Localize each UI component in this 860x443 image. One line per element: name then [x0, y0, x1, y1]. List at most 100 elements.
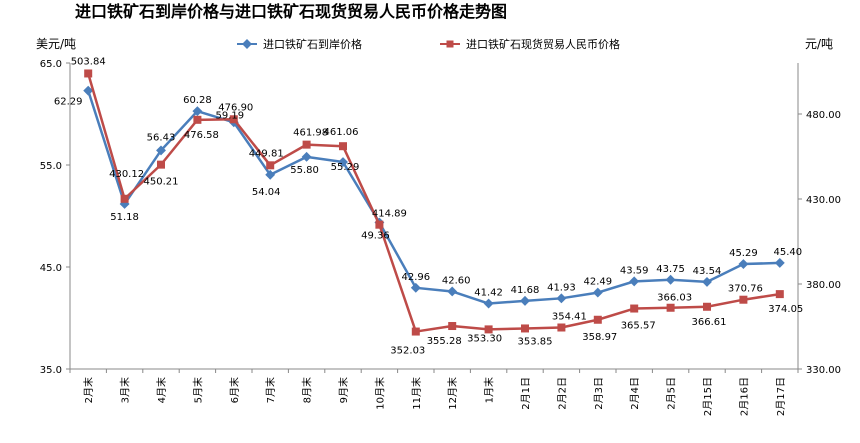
series-layer	[83, 69, 785, 336]
point-0-11	[483, 298, 494, 309]
x-tick-label: 2月3日	[593, 377, 605, 410]
point-0-10	[447, 286, 458, 297]
data-label-0-12: 41.68	[511, 285, 540, 296]
data-label-1-2: 450.21	[144, 177, 179, 188]
x-tick-label: 2月1日	[520, 377, 532, 410]
x-tick-label: 2月4日	[629, 377, 641, 410]
data-label-1-9: 352.03	[390, 346, 425, 357]
left-tick-label: 65.0	[40, 59, 62, 70]
x-tick-label: 12月末	[446, 377, 459, 410]
data-label-1-10: 355.28	[427, 336, 462, 347]
right-tick-label: 330.00	[806, 365, 841, 376]
x-tick-label: 3月末	[119, 377, 132, 403]
legend-label-cif: 进口铁矿石到岸价格	[263, 37, 362, 51]
data-label-0-17: 43.54	[693, 266, 722, 277]
point-0-15	[629, 276, 640, 287]
data-label-1-17: 366.61	[692, 317, 727, 328]
data-label-0-13: 41.93	[547, 282, 576, 293]
point-1-7	[339, 142, 347, 151]
point-1-4	[229, 115, 238, 124]
data-label-0-10: 42.60	[442, 275, 471, 286]
right-axis-unit: 元/吨	[805, 37, 833, 51]
data-label-0-18: 45.29	[729, 248, 758, 259]
point-1-16	[666, 303, 675, 312]
x-tick-label: 2月17日	[775, 377, 787, 416]
x-tick-label: 11月末	[410, 377, 423, 410]
point-0-18	[738, 259, 749, 269]
data-label-0-7: 55.29	[331, 162, 360, 173]
data-label-1-14: 358.97	[582, 332, 617, 343]
data-label-1-11: 353.30	[467, 333, 502, 344]
point-1-11	[484, 325, 493, 334]
point-1-12	[521, 324, 529, 333]
data-label-0-19: 45.40	[773, 247, 802, 258]
data-label-1-15: 365.57	[621, 321, 656, 332]
data-label-1-6: 461.98	[293, 128, 328, 139]
data-label-0-11: 41.42	[474, 288, 503, 299]
x-tick-label: 2月末	[82, 377, 95, 403]
data-label-0-9: 42.96	[401, 272, 430, 283]
data-label-0-0: 62.29	[54, 97, 83, 108]
series-line-1	[86, 73, 780, 333]
data-label-1-4: 476.90	[218, 102, 253, 113]
x-tick-label: 1月末	[483, 377, 496, 403]
point-1-19	[775, 290, 784, 299]
chart-title: 进口铁矿石到岸价格与进口铁矿石现货贸易人民币价格走势图	[75, 2, 507, 21]
x-tick-label: 5月末	[191, 377, 204, 403]
data-label-0-6: 55.80	[290, 165, 319, 176]
x-tick-label: 2月2日	[556, 377, 568, 410]
data-label-0-14: 42.49	[583, 277, 612, 288]
axes: 35.0 45.0 55.0 65.0 330.00 380.00 430.00 480.00…	[40, 59, 841, 416]
data-label-0-3: 60.28	[183, 95, 212, 106]
point-1-13	[557, 323, 566, 332]
point-1-2	[157, 160, 165, 169]
point-1-14	[593, 315, 602, 324]
point-0-5	[265, 169, 276, 180]
right-tick-label: 480.00	[806, 110, 841, 121]
x-tick-label: 8月末	[301, 377, 314, 403]
legend-marker-cif	[242, 39, 252, 49]
right-tick-label: 430.00	[806, 195, 841, 206]
point-1-10	[448, 322, 457, 331]
point-1-15	[630, 304, 639, 313]
data-label-1-1: 430.12	[109, 169, 144, 180]
point-0-9	[410, 282, 421, 293]
left-tick-label: 55.0	[40, 161, 62, 172]
data-label-0-16: 43.75	[656, 264, 685, 275]
point-0-17	[702, 276, 712, 287]
point-0-3	[192, 106, 203, 117]
data-label-1-16: 366.03	[657, 293, 692, 304]
data-label-0-1: 51.18	[110, 212, 139, 223]
point-1-18	[739, 295, 748, 304]
point-1-3	[193, 115, 202, 124]
data-label-0-5: 54.04	[252, 187, 281, 198]
data-label-1-0: 503.84	[71, 56, 106, 67]
point-0-19	[774, 257, 785, 268]
data-label-1-13: 354.41	[552, 312, 587, 323]
x-tick-label: 4月末	[155, 377, 168, 403]
data-label-1-18: 370.76	[728, 284, 763, 295]
x-tick-label: 10月末	[373, 377, 386, 410]
data-label-1-19: 374.05	[768, 304, 803, 315]
left-tick-label: 35.0	[40, 365, 62, 376]
point-0-13	[556, 293, 567, 304]
legend-label-rmb: 进口铁矿石现货贸易人民币价格	[466, 37, 620, 51]
data-label-0-8: 49.36	[361, 231, 390, 242]
point-1-17	[703, 302, 711, 311]
left-tick-label: 45.0	[40, 263, 62, 274]
point-1-9	[411, 327, 420, 336]
data-label-0-2: 56.43	[147, 132, 176, 143]
x-tick-label: 2月15日	[702, 377, 714, 416]
point-1-1	[120, 194, 129, 203]
data-label-0-4: 59.19	[215, 110, 244, 121]
x-tick-label: 2月5日	[666, 377, 678, 410]
data-label-1-7: 461.06	[324, 127, 359, 138]
x-tick-label: 7月末	[264, 377, 277, 403]
point-0-7	[338, 157, 348, 167]
data-label-1-8: 414.89	[372, 209, 407, 220]
point-0-0	[83, 85, 94, 96]
data-label-1-3: 476.58	[184, 130, 219, 141]
x-tick-label: 9月末	[337, 377, 350, 403]
